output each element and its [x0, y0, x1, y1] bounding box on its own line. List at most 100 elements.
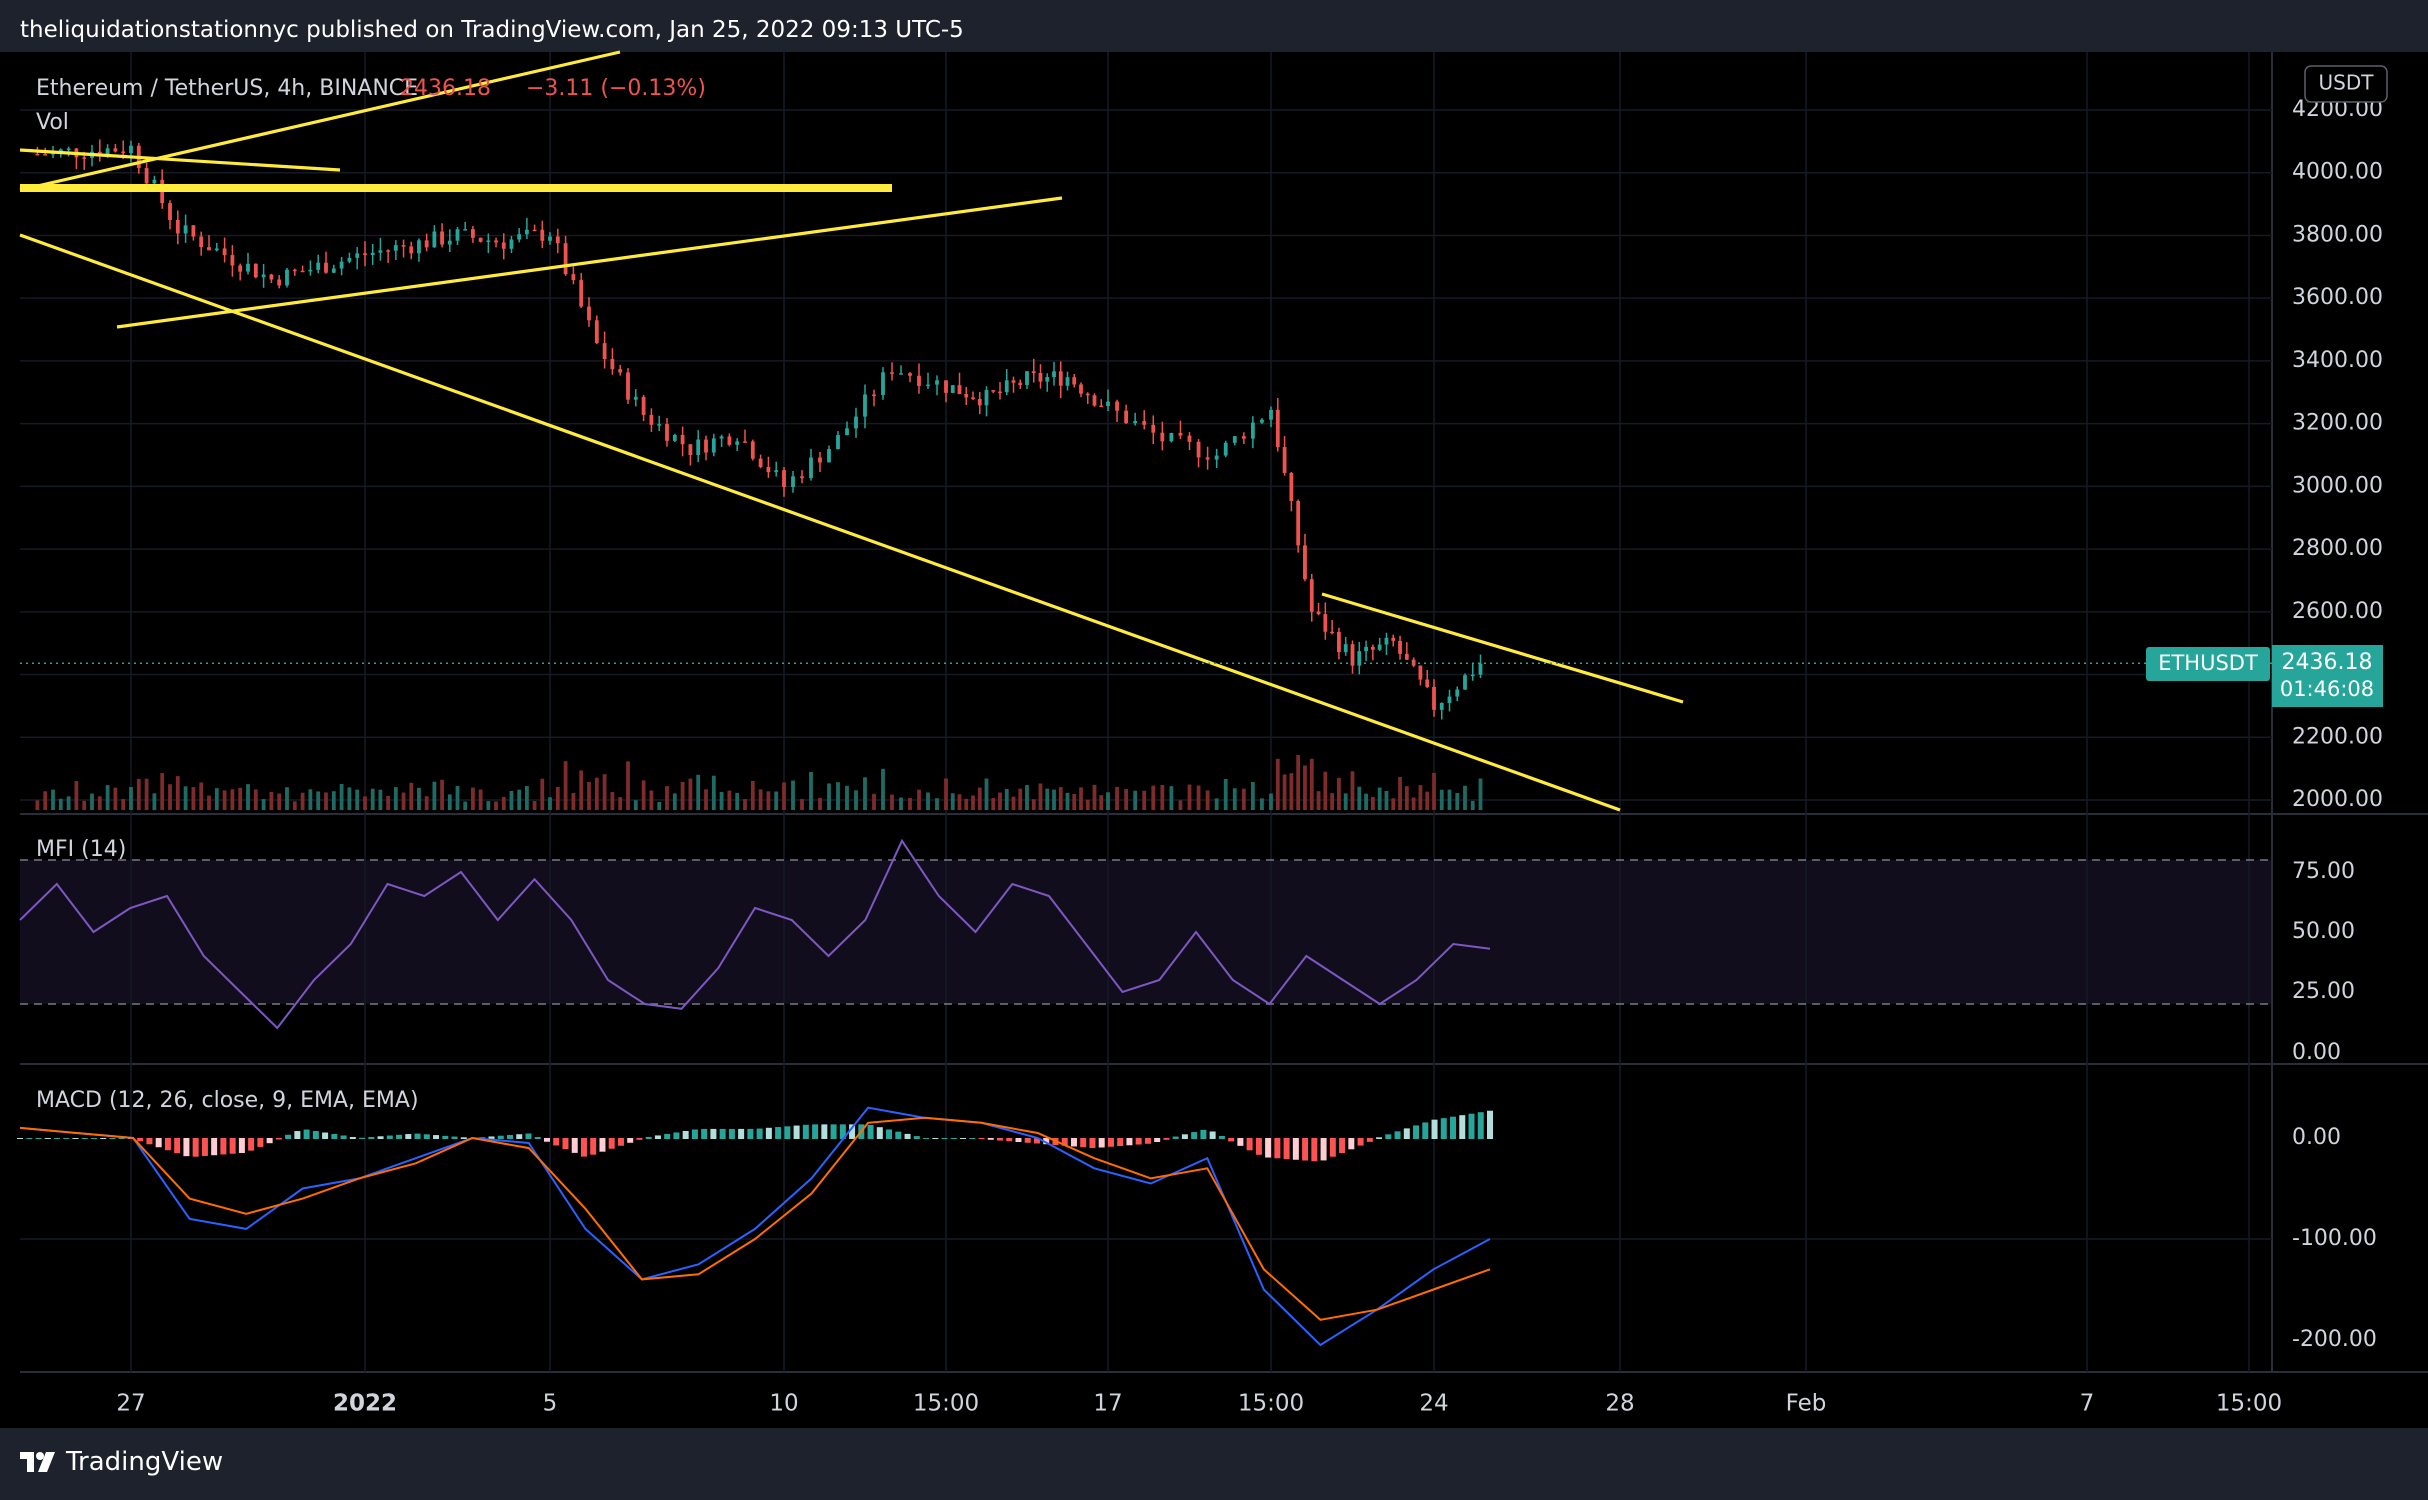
- macd-histogram-bar: [377, 1136, 384, 1139]
- symbol-legend: Ethereum / TetherUS, 4h, BINANCE: [36, 76, 418, 101]
- macd-histogram-bar: [673, 1132, 680, 1139]
- candle-body: [378, 250, 383, 253]
- candle-body: [355, 253, 360, 258]
- macd-histogram-bar: [895, 1131, 902, 1139]
- macd-histogram-bar: [63, 1138, 70, 1139]
- volume-bar: [183, 786, 188, 810]
- macd-histogram-bar: [53, 1138, 60, 1139]
- candle-body: [1455, 689, 1460, 697]
- macd-histogram-bar: [1228, 1138, 1235, 1142]
- volume-bar: [261, 799, 266, 810]
- candle-body: [1079, 384, 1083, 394]
- mfi-legend: MFI (14): [36, 837, 126, 862]
- volume-bar: [711, 775, 716, 810]
- volume-bar: [501, 796, 506, 810]
- candle-body: [618, 369, 623, 373]
- time-axis-label: 27: [116, 1391, 145, 1417]
- volume-bar: [35, 800, 40, 810]
- volume-bar: [1045, 788, 1050, 810]
- macd-histogram-bar: [442, 1135, 449, 1139]
- candle-body: [1085, 393, 1090, 396]
- candle-body: [998, 391, 1002, 394]
- macd-histogram-bar: [386, 1135, 393, 1139]
- candle-body: [246, 263, 250, 272]
- volume-bar: [1411, 797, 1416, 810]
- volume-bar: [1275, 758, 1280, 810]
- macd-histogram-bar: [1311, 1138, 1318, 1162]
- candle-body: [594, 320, 599, 344]
- header-bar: theliquidationstationnyc published on Tr…: [0, 0, 2428, 52]
- volume-bar: [863, 777, 867, 810]
- macd-axis-label: -200.00: [2292, 1327, 2377, 1352]
- volume-bar: [750, 781, 755, 810]
- macd-histogram-bar: [26, 1138, 33, 1139]
- volume-bar: [285, 787, 289, 810]
- candle-body: [971, 397, 975, 400]
- volume-bar: [1404, 786, 1409, 810]
- volume-bar: [1384, 790, 1389, 810]
- candle-body: [1099, 405, 1104, 408]
- price-axis-label: 3200.00: [2292, 411, 2383, 436]
- mfi-axis-label: 25.00: [2292, 979, 2355, 1004]
- time-axis-label: 10: [769, 1391, 798, 1417]
- trendline[interactable]: [19, 50, 621, 192]
- volume-bar: [43, 791, 48, 810]
- candle-body: [665, 424, 669, 441]
- volume-bar: [129, 787, 133, 810]
- macd-histogram-bar: [1440, 1118, 1447, 1139]
- macd-histogram-bar: [229, 1138, 236, 1154]
- macd-histogram-bar: [849, 1124, 856, 1139]
- trendline[interactable]: [116, 196, 1063, 329]
- candle-body: [261, 274, 266, 278]
- macd-histogram-bar: [747, 1128, 754, 1139]
- macd-histogram-bar: [1080, 1138, 1087, 1148]
- candle-body: [1196, 441, 1201, 458]
- candle-body: [610, 359, 615, 370]
- macd-histogram-bar: [460, 1137, 467, 1139]
- macd-histogram-bar: [1274, 1138, 1281, 1159]
- volume-bar: [1364, 793, 1368, 810]
- trendline[interactable]: [19, 233, 1621, 812]
- trendline[interactable]: [1321, 592, 1684, 704]
- time-axis-label: 15:00: [2216, 1391, 2282, 1417]
- candle-body: [1038, 373, 1043, 382]
- volume-bar: [1099, 795, 1104, 810]
- candle-body: [1275, 409, 1280, 448]
- candle-body: [688, 444, 693, 455]
- candle-body: [494, 240, 498, 243]
- volume-bar: [1223, 779, 1228, 810]
- candle-body: [292, 269, 297, 272]
- macd-histogram-bar: [516, 1134, 523, 1139]
- candle-body: [1092, 395, 1097, 406]
- macd-histogram-bar: [904, 1133, 911, 1139]
- volume-bar: [984, 778, 989, 810]
- macd-histogram-bar: [303, 1129, 310, 1139]
- candle-body: [735, 441, 740, 445]
- candle-body: [517, 234, 522, 240]
- candle-body: [548, 236, 552, 241]
- macd-histogram-bar: [987, 1138, 994, 1140]
- macd-histogram-bar: [608, 1138, 615, 1149]
- candle-body: [82, 157, 87, 159]
- macd-histogram-bar: [728, 1128, 735, 1139]
- macd-histogram-bar: [784, 1126, 791, 1139]
- candle-body: [908, 373, 912, 376]
- volume-bar: [774, 791, 779, 810]
- volume-bar: [649, 790, 654, 810]
- volume-bar: [1025, 785, 1029, 810]
- candle-body: [587, 306, 591, 321]
- tradingview-logo[interactable]: TradingView: [20, 1447, 223, 1477]
- macd-histogram-bar: [1006, 1138, 1013, 1142]
- currency-badge[interactable]: [2304, 65, 2388, 103]
- trendline[interactable]: [19, 148, 341, 172]
- macd-histogram-bar: [1283, 1138, 1290, 1160]
- volume-bar: [800, 799, 804, 810]
- candle-body: [347, 257, 352, 262]
- volume-bar: [1214, 798, 1219, 810]
- volume-bar: [486, 801, 491, 810]
- candle-body: [991, 390, 996, 392]
- candle-body: [207, 247, 211, 251]
- volume-bar: [688, 778, 693, 810]
- macd-histogram-bar: [17, 1138, 23, 1139]
